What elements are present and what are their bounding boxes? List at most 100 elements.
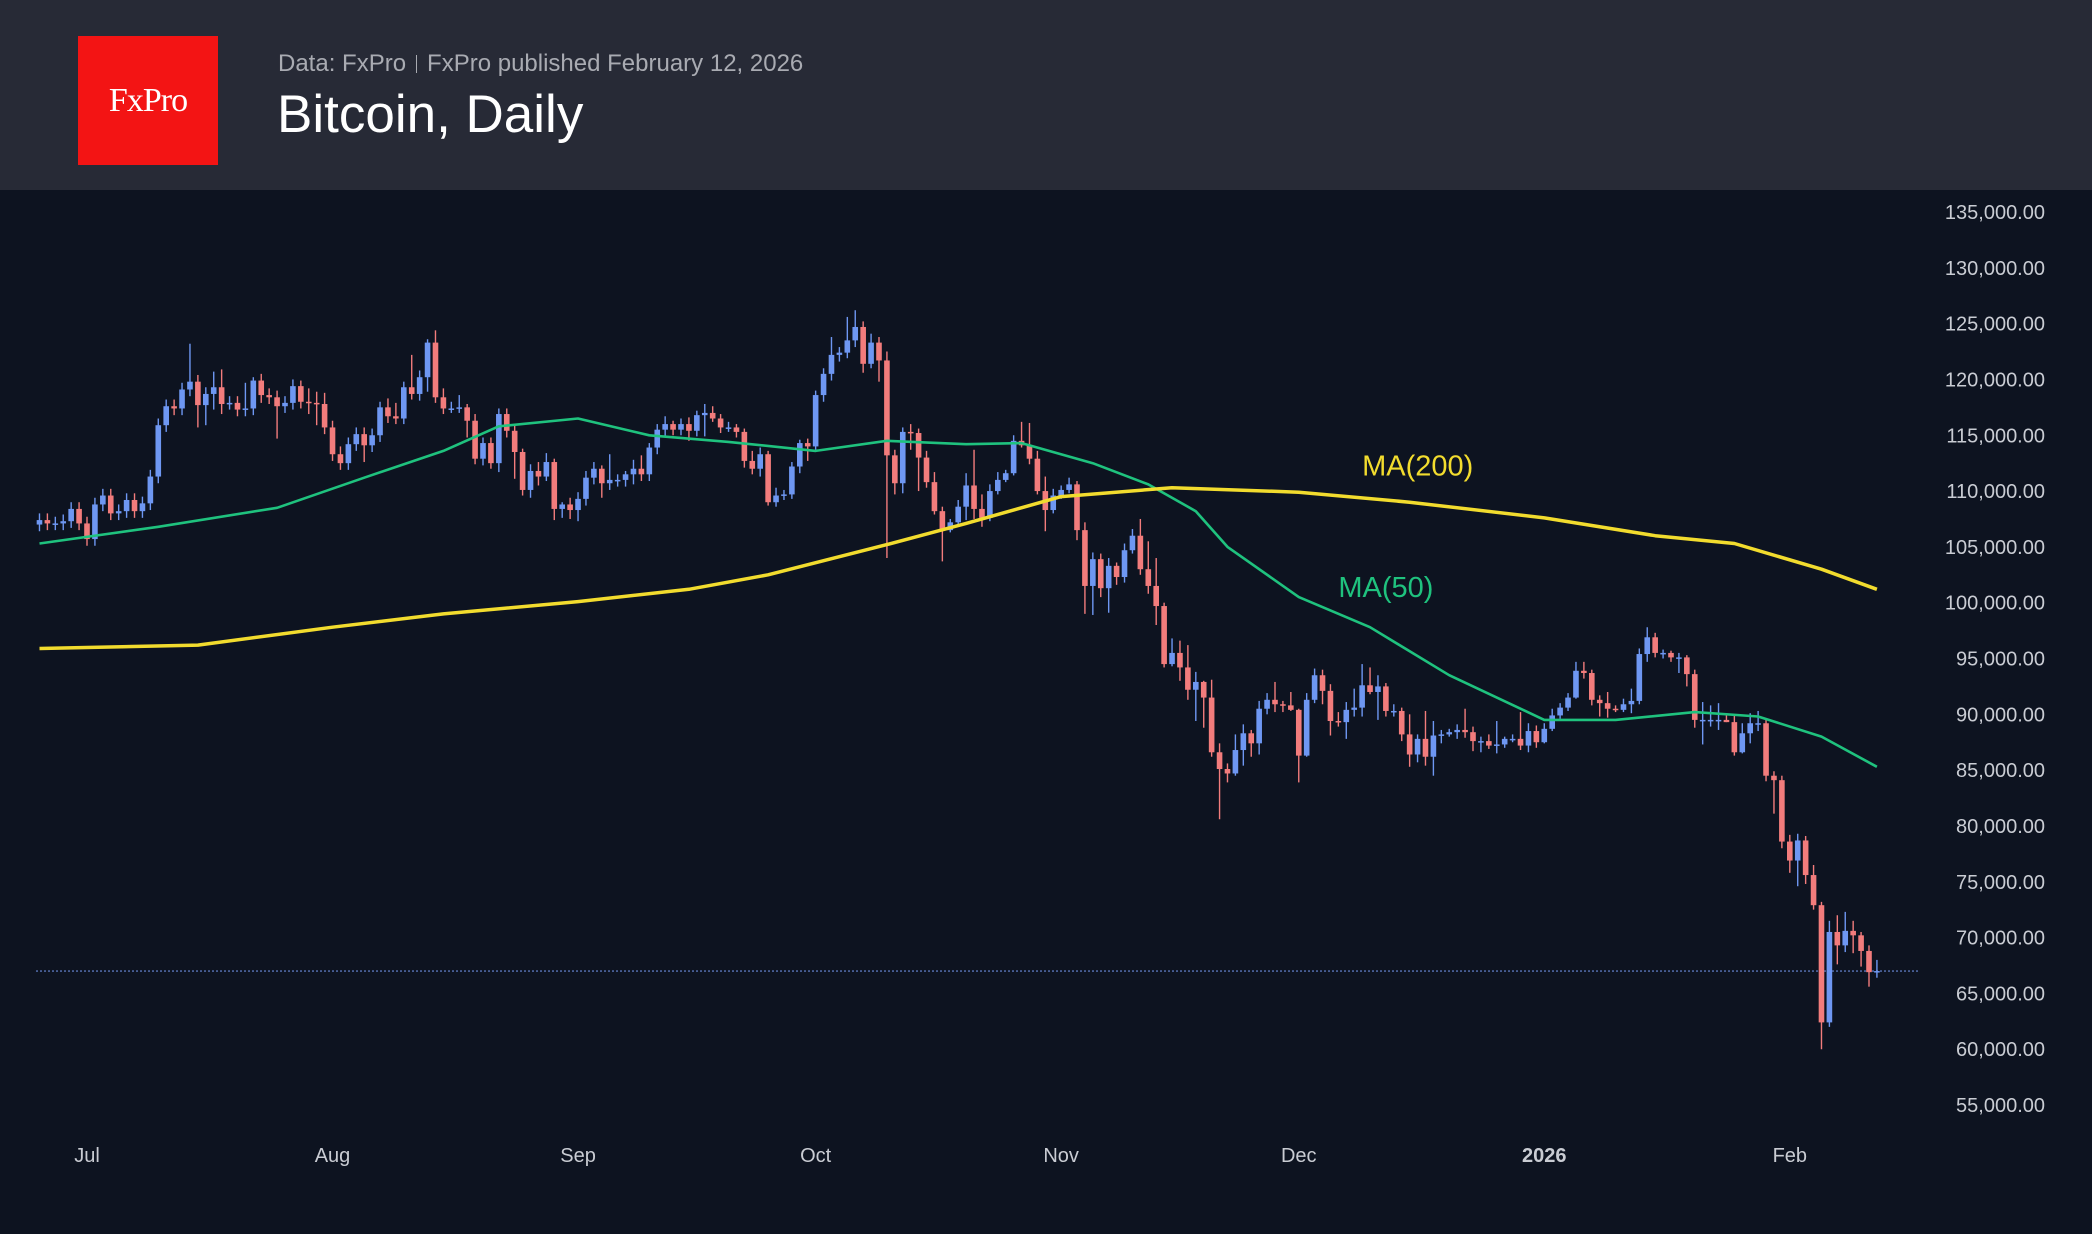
candle-body [828, 354, 835, 374]
candle-body [1153, 585, 1159, 607]
candle-body [503, 414, 510, 431]
candle-body [1787, 841, 1793, 861]
candle-body [1557, 707, 1563, 716]
candle-body [226, 402, 233, 405]
candle-body [60, 521, 67, 524]
candle-body [44, 520, 51, 524]
candle-body [1596, 699, 1603, 704]
candle-body [1288, 705, 1294, 710]
candle-body [1470, 732, 1476, 742]
candle-body [171, 406, 177, 409]
candle-body [100, 495, 106, 505]
candle-body [701, 412, 708, 416]
candle-body [852, 326, 859, 341]
x-tick-label: 2026 [1522, 1145, 1567, 1167]
candle-body [68, 508, 74, 522]
candle-body [1589, 673, 1595, 700]
candle-body [298, 386, 304, 402]
candle-body [377, 407, 383, 436]
candle-body [139, 503, 146, 512]
candle-body [1343, 709, 1350, 723]
candle-body [1874, 971, 1880, 973]
candle-body [1501, 738, 1508, 745]
candle-body [630, 468, 637, 475]
candle-body [1050, 495, 1057, 511]
candle-body [1232, 750, 1239, 774]
candle-body [519, 451, 526, 490]
candle-body [1121, 550, 1128, 578]
candle-body [1771, 775, 1777, 781]
candle-body [456, 407, 463, 409]
candle-body [163, 406, 169, 426]
candle-body [1636, 654, 1643, 701]
y-tick-label: 90,000.00 [1956, 704, 2045, 726]
candle-body [567, 504, 573, 511]
candle-body [1866, 950, 1872, 973]
candle-body [1446, 732, 1453, 735]
candle-body [1082, 530, 1088, 586]
candle-body [1533, 731, 1540, 743]
candle-body [1731, 722, 1738, 753]
y-tick-label: 115,000.00 [1946, 425, 2045, 447]
candle-body [1193, 681, 1199, 690]
candle-body [440, 397, 447, 409]
candle-body [678, 424, 684, 430]
candle-body [725, 427, 732, 429]
candle-body [1311, 675, 1318, 700]
candle-body [1129, 535, 1136, 551]
candle-body [1438, 734, 1445, 736]
candle-body [511, 430, 518, 452]
y-tick-label: 125,000.00 [1945, 314, 2045, 336]
candle-body [765, 454, 771, 503]
candle-body [123, 499, 130, 512]
candle-body [868, 342, 874, 364]
candle-body [654, 429, 661, 448]
header: FxPro Data: FxPro FxPro published Februar… [0, 0, 2092, 190]
candle-body [496, 414, 502, 464]
candle-body [1074, 484, 1080, 531]
x-tick-label: Feb [1773, 1145, 1807, 1167]
candle-body [1208, 697, 1215, 753]
candle-body [416, 377, 423, 394]
candle-body [1303, 699, 1310, 756]
candle-body [187, 381, 193, 390]
candle-body [1454, 729, 1460, 733]
ma200-line [39, 485, 1878, 651]
y-tick-label: 130,000.00 [1945, 258, 2045, 280]
y-tick-label: 110,000.00 [1946, 481, 2045, 503]
y-tick-label: 85,000.00 [1956, 760, 2045, 782]
candle-body [1525, 731, 1532, 746]
candle-body [1462, 729, 1468, 733]
candle-body [1414, 738, 1421, 755]
candle-body [527, 470, 534, 490]
candle-body [860, 326, 866, 364]
candle-body [147, 476, 154, 504]
candle-body [1842, 930, 1849, 946]
candle-body [218, 387, 225, 404]
candle-body [1779, 780, 1785, 842]
candle-body [385, 407, 391, 417]
candle-body [337, 454, 344, 464]
candle-body [1818, 905, 1825, 1023]
candle-body [1517, 738, 1524, 746]
candle-body [543, 462, 550, 477]
candle-body [1280, 704, 1286, 706]
candle-body [812, 395, 819, 447]
candle-body [1660, 652, 1666, 655]
x-tick-label: Oct [800, 1145, 832, 1167]
candle-body [76, 508, 82, 524]
candle-body [797, 443, 803, 467]
candle-body [741, 431, 748, 461]
candle-body [1684, 657, 1690, 675]
candle-body [535, 470, 542, 477]
x-tick-label: Aug [315, 1145, 351, 1167]
candle-body [931, 482, 938, 512]
candle-body [52, 523, 59, 525]
published-date: FxPro published February 12, 2026 [427, 50, 804, 77]
candle-body [1430, 735, 1437, 757]
candle-body [599, 468, 605, 484]
candle-body [1604, 703, 1611, 709]
candle-body [432, 342, 439, 398]
candle-body [1169, 652, 1175, 665]
